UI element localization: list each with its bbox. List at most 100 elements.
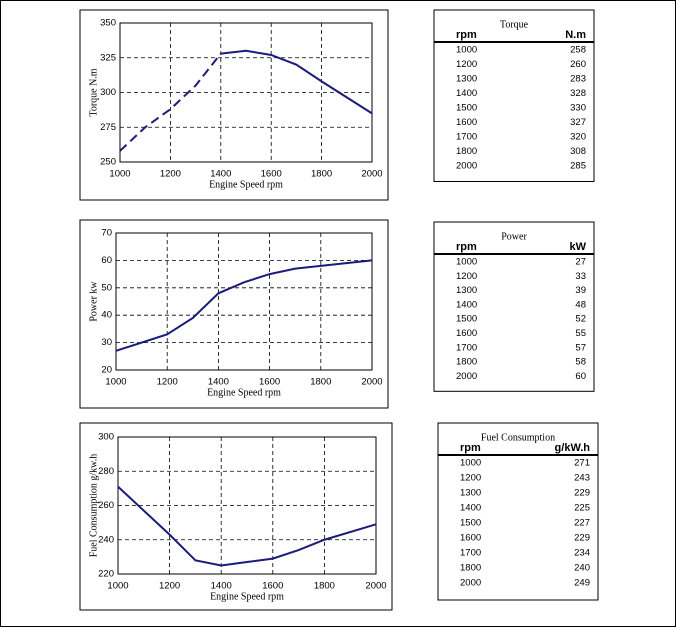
y-axis-label: Fuel Consumption g/kw.h — [88, 454, 99, 558]
plot-area — [115, 232, 373, 371]
table-cell: 320 — [570, 132, 586, 143]
y-tick-label: 60 — [101, 255, 112, 266]
y-tick-label: 275 — [100, 122, 116, 133]
table-cell: 2000 — [460, 578, 481, 589]
chart-frame — [79, 422, 393, 611]
table-cell: 283 — [570, 74, 586, 85]
y-tick-label: 70 — [101, 228, 112, 239]
y-tick-label: 300 — [98, 432, 114, 443]
y-tick-label: 50 — [101, 282, 112, 293]
x-tick-label: 1400 — [208, 377, 229, 388]
table-cell: 55 — [575, 328, 586, 339]
table-cell: 328 — [570, 88, 586, 99]
table-cell: 1000 — [456, 257, 477, 268]
table-cell: 1300 — [456, 285, 477, 296]
x-tick-label: 1800 — [314, 581, 335, 592]
y-tick-label: 30 — [101, 337, 112, 348]
plot-area — [117, 436, 377, 575]
table-title: Fuel Consumption — [481, 432, 555, 443]
y-tick-label: 280 — [98, 466, 114, 477]
table-title: Torque — [500, 19, 529, 30]
x-tick-label: 1600 — [259, 377, 280, 388]
x-axis-label: Engine Speed rpm — [207, 387, 281, 398]
table-cell: 330 — [570, 103, 586, 114]
x-tick-label: 1800 — [311, 169, 332, 180]
x-tick-label: 1000 — [105, 377, 126, 388]
x-tick-label: 1200 — [159, 581, 180, 592]
table-header: N.m — [565, 29, 586, 41]
chart-frame — [79, 219, 389, 409]
table-cell: 1800 — [460, 563, 481, 574]
table-cell: 1200 — [456, 271, 477, 282]
table-cell: 308 — [570, 146, 586, 157]
table-frame — [433, 9, 595, 182]
x-tick-label: 2000 — [365, 581, 386, 592]
table-header: g/kW.h — [555, 442, 591, 454]
table-cell: 1300 — [460, 488, 481, 499]
table-cell: 1600 — [460, 533, 481, 544]
table-cell: 1500 — [456, 314, 477, 325]
table-cell: 27 — [575, 257, 586, 268]
x-tick-label: 1200 — [157, 377, 178, 388]
y-axis-label: Power kw — [88, 281, 99, 322]
table-cell: 243 — [574, 473, 590, 484]
table-frame — [433, 221, 595, 392]
table-cell: 1300 — [456, 74, 477, 85]
table-cell: 52 — [575, 314, 586, 325]
table-cell: 1400 — [456, 299, 477, 310]
table-cell: 1600 — [456, 328, 477, 339]
table-cell: 1400 — [460, 503, 481, 514]
y-tick-label: 20 — [101, 365, 112, 376]
table-cell: 48 — [575, 299, 586, 310]
table-cell: 225 — [574, 503, 590, 514]
table-cell: 1500 — [460, 518, 481, 529]
table-header: rpm — [456, 29, 477, 41]
table-cell: 271 — [574, 458, 590, 469]
x-tick-label: 1600 — [262, 581, 283, 592]
plot-area — [119, 22, 373, 163]
y-tick-label: 250 — [100, 157, 116, 168]
table-cell: 2000 — [456, 371, 477, 382]
table-cell: 1200 — [456, 59, 477, 70]
table-cell: 1000 — [456, 45, 477, 56]
table-cell: 58 — [575, 357, 586, 368]
table-cell: 60 — [575, 371, 586, 382]
x-tick-label: 1800 — [310, 377, 331, 388]
table-cell: 258 — [570, 45, 586, 56]
table-header: kW — [570, 241, 587, 253]
data-line — [115, 259, 373, 352]
y-tick-label: 260 — [98, 500, 114, 511]
table-cell: 1200 — [460, 473, 481, 484]
table-cell: 57 — [575, 342, 586, 353]
table-cell: 234 — [574, 548, 590, 559]
y-tick-label: 40 — [101, 310, 112, 321]
y-axis-label: Torque N.m — [88, 68, 99, 116]
table-cell: 229 — [574, 488, 590, 499]
table-cell: 285 — [570, 161, 586, 172]
table-cell: 1400 — [456, 88, 477, 99]
table-cell: 2000 — [456, 161, 477, 172]
x-tick-label: 2000 — [361, 377, 382, 388]
table-header: rpm — [460, 442, 481, 454]
chart-frame — [79, 9, 389, 201]
x-tick-label: 1000 — [107, 581, 128, 592]
y-tick-label: 325 — [100, 52, 116, 63]
y-tick-label: 220 — [98, 569, 114, 580]
y-tick-label: 240 — [98, 534, 114, 545]
table-frame — [437, 422, 599, 601]
x-tick-label: 2000 — [361, 169, 382, 180]
x-tick-label: 1400 — [210, 169, 231, 180]
y-tick-label: 350 — [100, 18, 116, 29]
x-tick-label: 1000 — [109, 169, 130, 180]
table-cell: 1800 — [456, 146, 477, 157]
x-axis-label: Engine Speed rpm — [210, 591, 284, 602]
table-cell: 1700 — [456, 132, 477, 143]
table-cell: 1500 — [456, 103, 477, 114]
table-cell: 1700 — [456, 342, 477, 353]
table-cell: 327 — [570, 117, 586, 128]
table-cell: 240 — [574, 563, 590, 574]
x-tick-label: 1600 — [261, 169, 282, 180]
table-cell: 249 — [574, 578, 590, 589]
